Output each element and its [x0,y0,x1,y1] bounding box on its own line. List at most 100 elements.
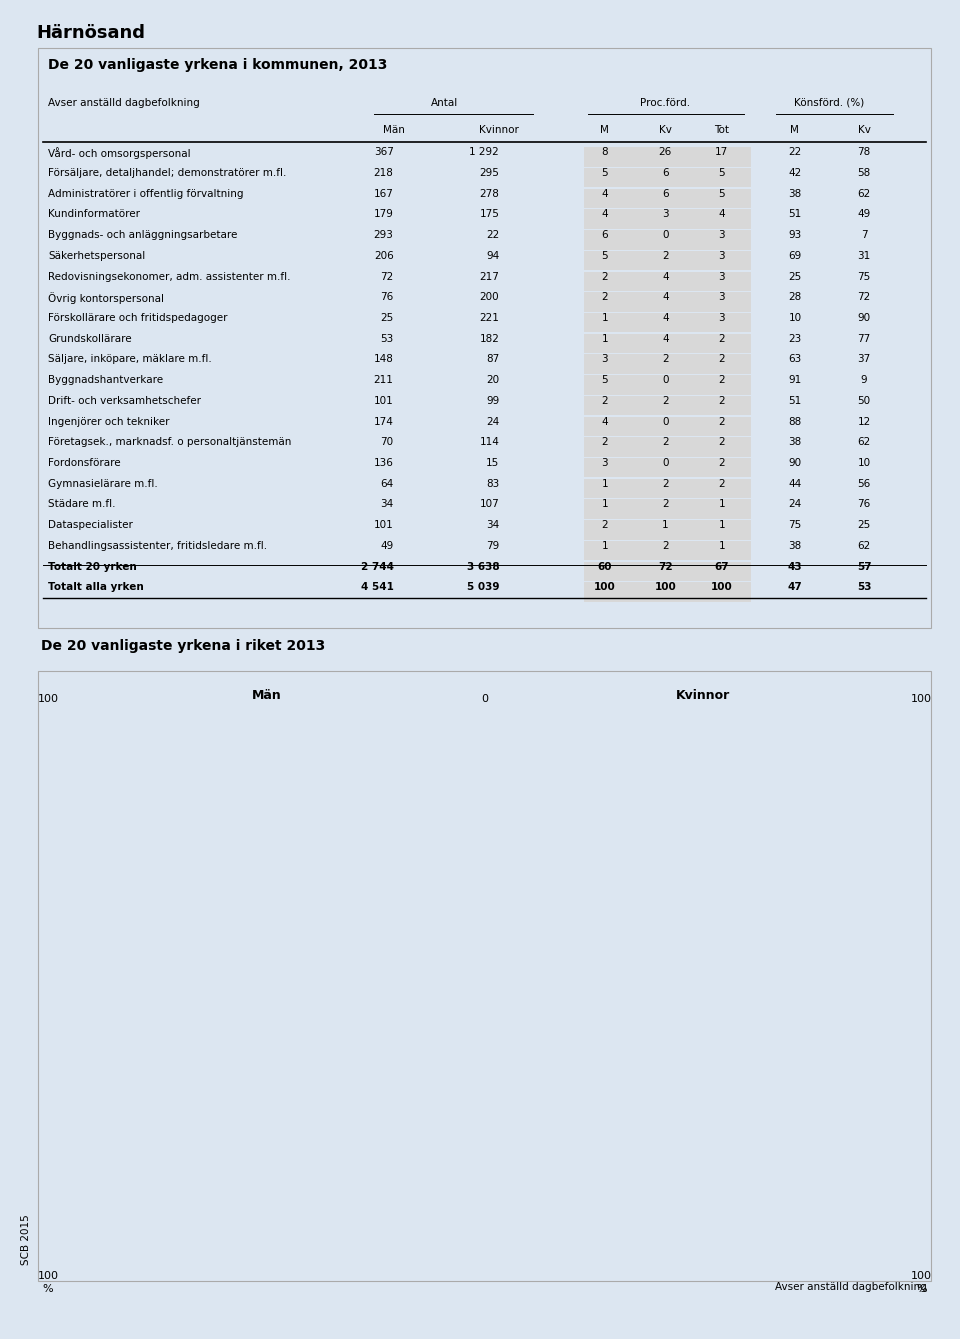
Text: 53: 53 [856,582,872,592]
Text: Städare m.fl.: Städare m.fl. [623,1154,679,1164]
Text: Dataspecialister: Dataspecialister [285,856,356,864]
Text: 2 744: 2 744 [361,561,394,572]
Text: De 20 vanligaste yrkena i kommunen, 2013: De 20 vanligaste yrkena i kommunen, 2013 [48,58,388,71]
Text: Vård- och omsorgspersonal: Vård- och omsorgspersonal [48,147,191,159]
Text: Fordonsförare: Fordonsförare [257,909,319,919]
Text: 94: 94 [486,250,499,261]
Text: 4: 4 [602,209,608,220]
Bar [87,931,485,952]
Bar [301,740,485,761]
Text: Vård- och omsorgspersonal: Vård- och omsorgspersonal [595,718,715,728]
Text: Avser anställd dagbefolkning: Avser anställd dagbefolkning [48,98,200,107]
Text: 34: 34 [380,499,394,509]
Text: Kv: Kv [857,125,871,134]
Text: 0: 0 [662,458,668,469]
Text: 75: 75 [857,272,871,281]
Text: Grundskollärare: Grundskollärare [618,1073,688,1082]
Text: 2: 2 [719,416,725,427]
Text: 100: 100 [37,695,59,704]
Text: 367: 367 [373,147,394,157]
Text: 4 541: 4 541 [361,582,394,592]
Text: Övrig kontorspersonal: Övrig kontorspersonal [48,292,164,304]
Bar [223,1231,485,1251]
Text: 49: 49 [380,541,394,550]
Text: 179: 179 [373,209,394,220]
Text: 3: 3 [719,230,725,240]
Bar [397,1204,485,1224]
Text: Behandlingsassistenter, fritidsledare m.fl.: Behandlingsassistenter, fritidsledare m.… [48,541,267,550]
Text: Män: Män [383,125,404,134]
Text: Försäljare, detaljhandel; demonstratörer m.fl.: Försäljare, detaljhandel; demonstratörer… [48,167,286,178]
Text: 38: 38 [788,541,802,550]
Bar [485,795,538,815]
Text: De 20 vanligaste yrkena i riket 2013: De 20 vanligaste yrkena i riket 2013 [41,639,325,652]
Text: Köks- och restaurangbiträden: Köks- och restaurangbiträden [595,1209,724,1218]
Text: 10: 10 [857,458,871,469]
Text: Byggnadshantverkare: Byggnadshantverkare [48,375,163,386]
Bar [485,740,738,761]
Text: 0: 0 [662,230,668,240]
Text: 62: 62 [857,438,871,447]
Bar [380,1149,485,1169]
Text: 2: 2 [719,375,725,386]
Text: 0: 0 [481,695,489,704]
Text: 1: 1 [662,520,668,530]
Text: 2: 2 [602,272,608,281]
Text: 51: 51 [788,396,802,406]
Text: 7: 7 [861,230,867,240]
Text: 2: 2 [719,333,725,344]
Text: Försäljare, detaljhandel; demonstratörer m.fl.: Försäljare, detaljhandel; demonstratörer… [512,746,711,755]
Text: 1: 1 [602,499,608,509]
Bar [166,1012,485,1034]
Text: 136: 136 [373,458,394,469]
Bar [485,1149,817,1169]
Text: Sjuksköterskor: Sjuksköterskor [652,1127,715,1137]
Text: 76: 76 [380,292,394,303]
Text: 295: 295 [479,167,499,178]
Text: 211: 211 [373,375,394,386]
Text: Byggnads- och anläggningsarbetare: Byggnads- och anläggningsarbetare [48,230,237,240]
Text: 17: 17 [715,147,729,157]
Text: 217: 217 [479,272,499,281]
Text: 101: 101 [373,396,394,406]
Text: 100: 100 [37,1271,59,1280]
Text: Män: Män [252,688,281,702]
Text: Byggnads- och anläggningsarbetare: Byggnads- och anläggningsarbetare [203,882,361,892]
Bar [157,849,485,870]
Text: 4: 4 [602,189,608,198]
Text: Kv: Kv [659,125,672,134]
Bar [485,986,703,1006]
Text: Drift- och verksamhetschefer: Drift- och verksamhetschefer [309,991,438,1000]
Text: 3 638: 3 638 [467,561,499,572]
Text: 56: 56 [857,479,871,489]
Text: 53: 53 [380,333,394,344]
Text: 15: 15 [486,458,499,469]
Text: 1 292: 1 292 [469,147,499,157]
Text: 100: 100 [655,582,676,592]
Bar [485,959,877,979]
Bar [485,1176,660,1197]
Text: 2: 2 [602,396,608,406]
Bar [262,986,485,1006]
Text: 25: 25 [788,272,802,281]
Text: 69: 69 [788,250,802,261]
Text: 62: 62 [857,541,871,550]
Text: Drift- och verksamhetschefer: Drift- och verksamhetschefer [48,396,201,406]
Text: 51: 51 [788,209,802,220]
Text: 114: 114 [479,438,499,447]
Text: 72: 72 [380,272,394,281]
Text: 87: 87 [486,355,499,364]
Bar [485,877,516,897]
Text: 38: 38 [788,438,802,447]
Text: 2: 2 [719,479,725,489]
Text: 62: 62 [857,189,871,198]
Text: 63: 63 [788,355,802,364]
Text: 44: 44 [788,479,802,489]
Text: 3: 3 [662,209,668,220]
Text: 2: 2 [602,438,608,447]
Text: 100: 100 [911,695,932,704]
Bar [375,1094,485,1115]
Text: 90: 90 [788,458,802,469]
Bar [485,1204,834,1224]
Text: 12: 12 [857,416,871,427]
